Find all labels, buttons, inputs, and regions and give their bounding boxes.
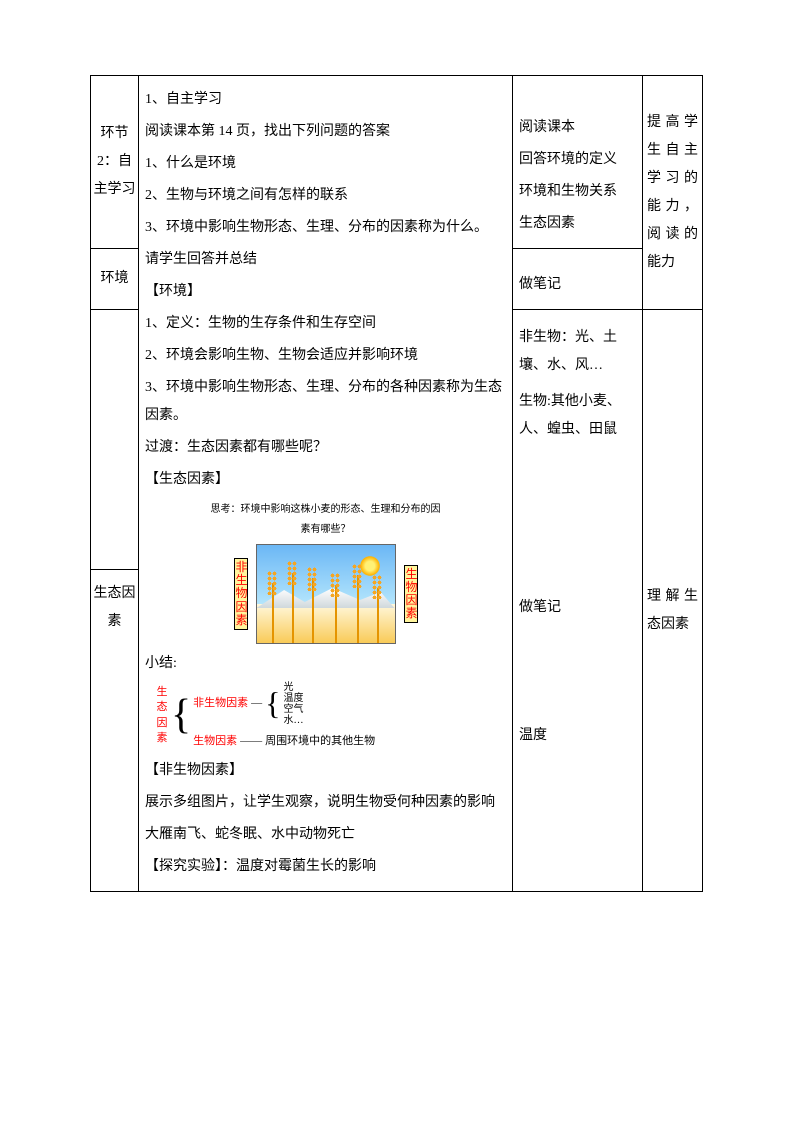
wheat-head-icon <box>352 564 362 588</box>
sun-icon <box>359 555 381 577</box>
wheat-head-icon <box>307 567 317 591</box>
wheat-scene-icon <box>256 544 396 644</box>
side1-s1: 阅读课本 <box>519 114 636 142</box>
main-p13: 小结: <box>145 650 506 678</box>
sublist-item: 温度 <box>284 693 304 704</box>
side2-cell-a: 提高学生自主学习的能力，阅读的能力 <box>643 76 703 310</box>
main-p2: 阅读课本第 14 页，找出下列问题的答案 <box>145 118 506 146</box>
label-spacer <box>91 310 139 570</box>
main-p9: 2、环境会影响生物、生物会适应并影响环境 <box>145 342 506 370</box>
side1-cell-b: 做笔记 <box>513 249 643 310</box>
lesson-plan-table: 环节2：自主学习 1、自主学习 阅读课本第 14 页，找出下列问题的答案 1、什… <box>90 75 703 892</box>
brace-icon: { <box>171 699 191 733</box>
wheat-diagram: 思考：环境中影响这株小麦的形态、生理和分布的因素有哪些？ 非生物因素 <box>211 500 441 644</box>
dash-icon: — <box>251 696 262 711</box>
sublist-item: 空气 <box>284 704 304 715</box>
side1-cell-c: 非生物：光、土壤、水、风… 生物:其他小麦、人、蝗虫、田鼠 做笔记 温度 <box>513 310 643 892</box>
side2-r2: 理解生态因素 <box>647 583 698 639</box>
wheat-head-icon <box>330 573 340 597</box>
brace-row-b-desc: 周围环境中的其他生物 <box>265 734 375 749</box>
side1-cell-a: 阅读课本 回答环境的定义 环境和生物关系 生态因素 <box>513 76 643 249</box>
side1-s7: 生物:其他小麦、人、蝗虫、田鼠 <box>519 388 636 444</box>
side2-r1: 提高学生自主学习的能力，阅读的能力 <box>647 109 698 277</box>
label-section-self-study: 环节2：自主学习 <box>91 76 139 249</box>
brace-main-label: 生态因素 <box>155 685 169 747</box>
main-p15: 展示多组图片，让学生观察，说明生物受何种因素的影响 <box>145 789 506 817</box>
main-p8: 1、定义：生物的生存条件和生存空间 <box>145 310 506 338</box>
main-p16: 大雁南飞、蛇冬眠、水中动物死亡 <box>145 821 506 849</box>
brace-sublist: 光 温度 空气 水… <box>284 682 304 726</box>
side1-s9: 温度 <box>519 722 636 750</box>
wheat-left-label: 非生物因素 <box>234 558 248 630</box>
side1-s5: 做笔记 <box>519 271 636 299</box>
brace-row-a-label: 非生物因素 <box>193 696 248 711</box>
wheat-right-label: 生物因素 <box>404 565 418 624</box>
main-p7: 【环境】 <box>145 278 506 306</box>
side1-s6: 非生物：光、土壤、水、风… <box>519 324 636 380</box>
wheat-head-icon <box>267 571 277 595</box>
label-text-3: 生态因素 <box>93 580 136 636</box>
main-p12: 【生态因素】 <box>145 466 506 494</box>
wheat-head-icon <box>287 561 297 585</box>
label-text-1: 环节2：自主学习 <box>93 120 136 204</box>
side1-s2: 回答环境的定义 <box>519 146 636 174</box>
main-p6: 请学生回答并总结 <box>145 246 506 274</box>
label-ecofactor: 生态因素 <box>91 570 139 892</box>
main-p17: 【探究实验】：温度对霉菌生长的影响 <box>145 853 506 881</box>
main-p11: 过渡：生态因素都有哪些呢？ <box>145 434 506 462</box>
label-environment: 环境 <box>91 249 139 310</box>
brace-sm-icon: { <box>265 690 280 717</box>
side2-cell-b: 理解生态因素 <box>643 310 703 892</box>
main-content-cell: 1、自主学习 阅读课本第 14 页，找出下列问题的答案 1、什么是环境 2、生物… <box>139 76 513 892</box>
main-p3: 1、什么是环境 <box>145 150 506 178</box>
main-p4: 2、生物与环境之间有怎样的联系 <box>145 182 506 210</box>
wheat-diagram-title: 思考：环境中影响这株小麦的形态、生理和分布的因素有哪些？ <box>211 500 441 540</box>
main-p14: 【非生物因素】 <box>145 757 506 785</box>
dash-icon: —— <box>240 734 262 749</box>
brace-row-b-label: 生物因素 <box>193 734 237 749</box>
side1-s8: 做笔记 <box>519 594 636 622</box>
main-p5: 3、环境中影响生物形态、生理、分布的因素称为什么。 <box>145 214 506 242</box>
sublist-item: 水… <box>284 715 304 726</box>
main-p10: 3、环境中影响生物形态、生理、分布的各种因素称为生态因素。 <box>145 374 506 430</box>
side1-s3: 环境和生物关系 <box>519 178 636 206</box>
side1-s4: 生态因素 <box>519 210 636 238</box>
label-text-2: 环境 <box>93 265 136 293</box>
main-p1: 1、自主学习 <box>145 86 506 114</box>
sublist-item: 光 <box>284 682 304 693</box>
wheat-head-icon <box>372 575 382 599</box>
brace-diagram: 生态因素 { 非生物因素 — { 光 温度 空气 水… <box>155 682 506 749</box>
